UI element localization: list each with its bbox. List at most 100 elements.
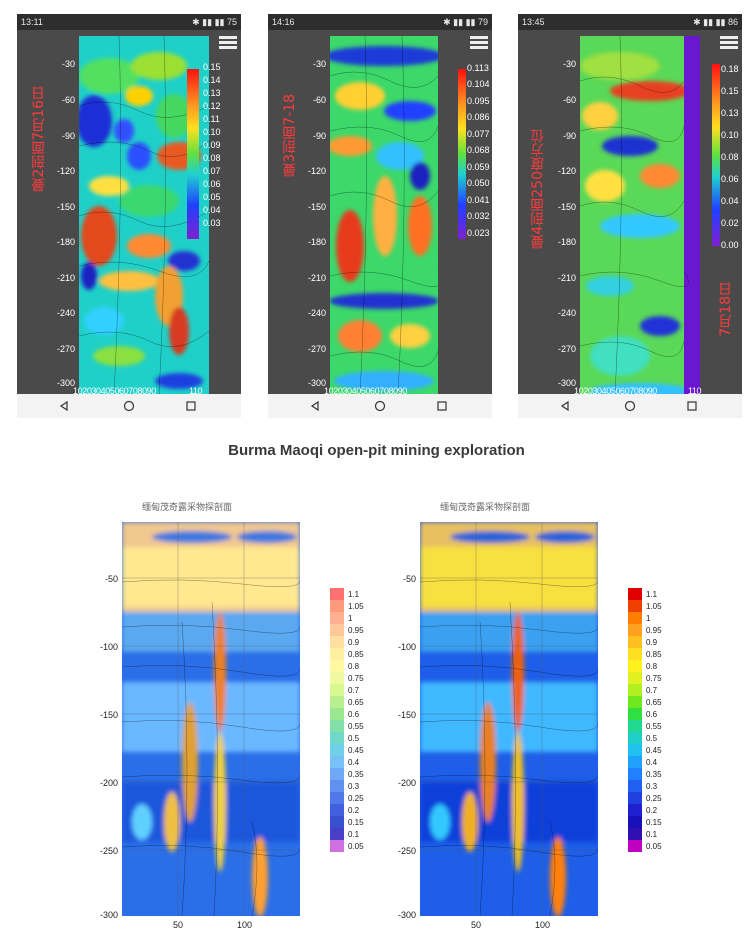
scale-value: 0.07 bbox=[203, 166, 221, 176]
nav-bar bbox=[518, 394, 742, 418]
legend-value: 0.85 bbox=[348, 650, 364, 659]
scale-value: 0.13 bbox=[203, 88, 221, 98]
legend-value: 0.35 bbox=[646, 770, 662, 779]
y-tick: -150 bbox=[307, 202, 326, 212]
date-label: 7月18日 bbox=[718, 282, 734, 337]
y-tick: -50 bbox=[402, 574, 416, 584]
legend-value: 0.8 bbox=[646, 662, 658, 671]
battery-level: 86 bbox=[727, 17, 738, 27]
legend-value: 1.1 bbox=[646, 590, 658, 599]
phone-screenshot-3: 13:45 ✱ ▮▮ ▮▮ 86 曼4剖面250度方位 7月18日 bbox=[518, 14, 742, 418]
legend-value: 0.05 bbox=[348, 842, 364, 851]
x-tick: 100 bbox=[237, 920, 253, 930]
y-tick: -180 bbox=[557, 237, 576, 247]
scale-value: 0.041 bbox=[467, 195, 490, 205]
scale-value: 0.12 bbox=[203, 101, 221, 111]
scale-value: 0.068 bbox=[467, 145, 490, 155]
y-tick: -300 bbox=[99, 910, 118, 920]
scale-value: 0.15 bbox=[203, 62, 221, 72]
scale-value: 0.077 bbox=[467, 129, 490, 139]
scale-value: 0.086 bbox=[467, 112, 490, 122]
menu-icon[interactable] bbox=[219, 36, 237, 50]
scale-value: 0.05 bbox=[203, 192, 221, 202]
legend-value: 0.4 bbox=[348, 758, 360, 767]
scale-value: 0.06 bbox=[721, 174, 739, 184]
legend-value: 0.05 bbox=[646, 842, 662, 851]
legend-value: 0.2 bbox=[348, 806, 360, 815]
contour-plot bbox=[580, 36, 700, 396]
y-tick: -150 bbox=[99, 710, 118, 720]
color-legend bbox=[628, 588, 642, 852]
y-tick: -180 bbox=[56, 237, 75, 247]
color-scale bbox=[187, 69, 199, 244]
status-bar: 13:11 ✱ ▮▮ ▮▮ 75 bbox=[17, 14, 241, 30]
scale-value: 0.04 bbox=[203, 205, 221, 215]
legend-value: 0.85 bbox=[646, 650, 662, 659]
status-time: 13:11 bbox=[21, 17, 43, 27]
y-tick: -90 bbox=[61, 131, 75, 141]
y-tick: -60 bbox=[562, 95, 576, 105]
menu-icon[interactable] bbox=[720, 36, 738, 50]
legend-value: 0.15 bbox=[348, 818, 364, 827]
scale-value: 0.095 bbox=[467, 96, 490, 106]
legend-value: 0.9 bbox=[646, 638, 658, 647]
recents-icon bbox=[437, 401, 447, 411]
home-icon bbox=[123, 400, 135, 412]
legend-value: 0.8 bbox=[348, 662, 360, 671]
recents-icon bbox=[687, 401, 697, 411]
scale-value: 0.03 bbox=[203, 218, 221, 228]
legend-value: 0.6 bbox=[348, 710, 360, 719]
y-tick: -30 bbox=[312, 59, 326, 69]
y-tick: -100 bbox=[397, 642, 416, 652]
menu-icon[interactable] bbox=[470, 36, 488, 50]
legend-value: 0.95 bbox=[646, 626, 662, 635]
scale-value: 0.18 bbox=[721, 64, 739, 74]
status-time: 13:45 bbox=[522, 17, 545, 27]
scale-value: 0.10 bbox=[721, 130, 739, 140]
legend-value: 0.45 bbox=[348, 746, 364, 755]
legend-value: 0.75 bbox=[646, 674, 662, 683]
color-scale bbox=[712, 64, 720, 251]
section-plot bbox=[122, 522, 300, 916]
legend-value: 0.5 bbox=[348, 734, 360, 743]
home-icon bbox=[624, 400, 636, 412]
legend-value: 0.75 bbox=[348, 674, 364, 683]
y-tick: -240 bbox=[557, 308, 576, 318]
scale-value: 0.04 bbox=[721, 196, 739, 206]
legend-value: 1 bbox=[348, 614, 353, 623]
y-tick: -300 bbox=[56, 378, 75, 388]
legend-value: 0.9 bbox=[348, 638, 360, 647]
legend-value: 0.25 bbox=[348, 794, 364, 803]
profile-label: 曼3剖面7-18 bbox=[282, 94, 298, 177]
y-tick: -200 bbox=[397, 778, 416, 788]
legend-value: 0.2 bbox=[646, 806, 658, 815]
y-tick: -120 bbox=[56, 166, 75, 176]
y-tick: -120 bbox=[557, 166, 576, 176]
y-tick: -150 bbox=[557, 202, 576, 212]
legend-value: 1.1 bbox=[348, 590, 360, 599]
color-legend bbox=[330, 588, 344, 852]
y-tick: -250 bbox=[99, 846, 118, 856]
x-tick: 50 bbox=[471, 920, 482, 930]
scale-value: 0.023 bbox=[467, 228, 490, 238]
y-tick: -30 bbox=[61, 59, 75, 69]
legend-value: 0.15 bbox=[646, 818, 662, 827]
scale-value: 0.10 bbox=[203, 127, 221, 137]
y-tick: -270 bbox=[56, 344, 75, 354]
scale-value: 0.13 bbox=[721, 108, 739, 118]
y-tick: -90 bbox=[562, 131, 576, 141]
legend-value: 0.3 bbox=[348, 782, 360, 791]
back-icon bbox=[59, 400, 68, 412]
legend-value: 0.1 bbox=[348, 830, 360, 839]
legend-value: 0.65 bbox=[646, 698, 662, 707]
status-time: 14:16 bbox=[272, 17, 295, 27]
phone-screenshot-1: 13:11 ✱ ▮▮ ▮▮ 75 曼2剖面7月16日 bbox=[17, 14, 241, 418]
y-tick: -300 bbox=[397, 910, 416, 920]
y-tick: -120 bbox=[307, 166, 326, 176]
y-tick: -60 bbox=[61, 95, 75, 105]
y-tick: -210 bbox=[307, 273, 326, 283]
y-tick: -210 bbox=[56, 273, 75, 283]
status-bar: 13:45 ✱ ▮▮ ▮▮ 86 bbox=[518, 14, 742, 30]
profile-label: 曼4剖面250度方位 bbox=[530, 129, 546, 249]
phone-screenshot-2: 14:16 ✱ ▮▮ ▮▮ 79 曼3剖面7-18 bbox=[268, 14, 492, 418]
